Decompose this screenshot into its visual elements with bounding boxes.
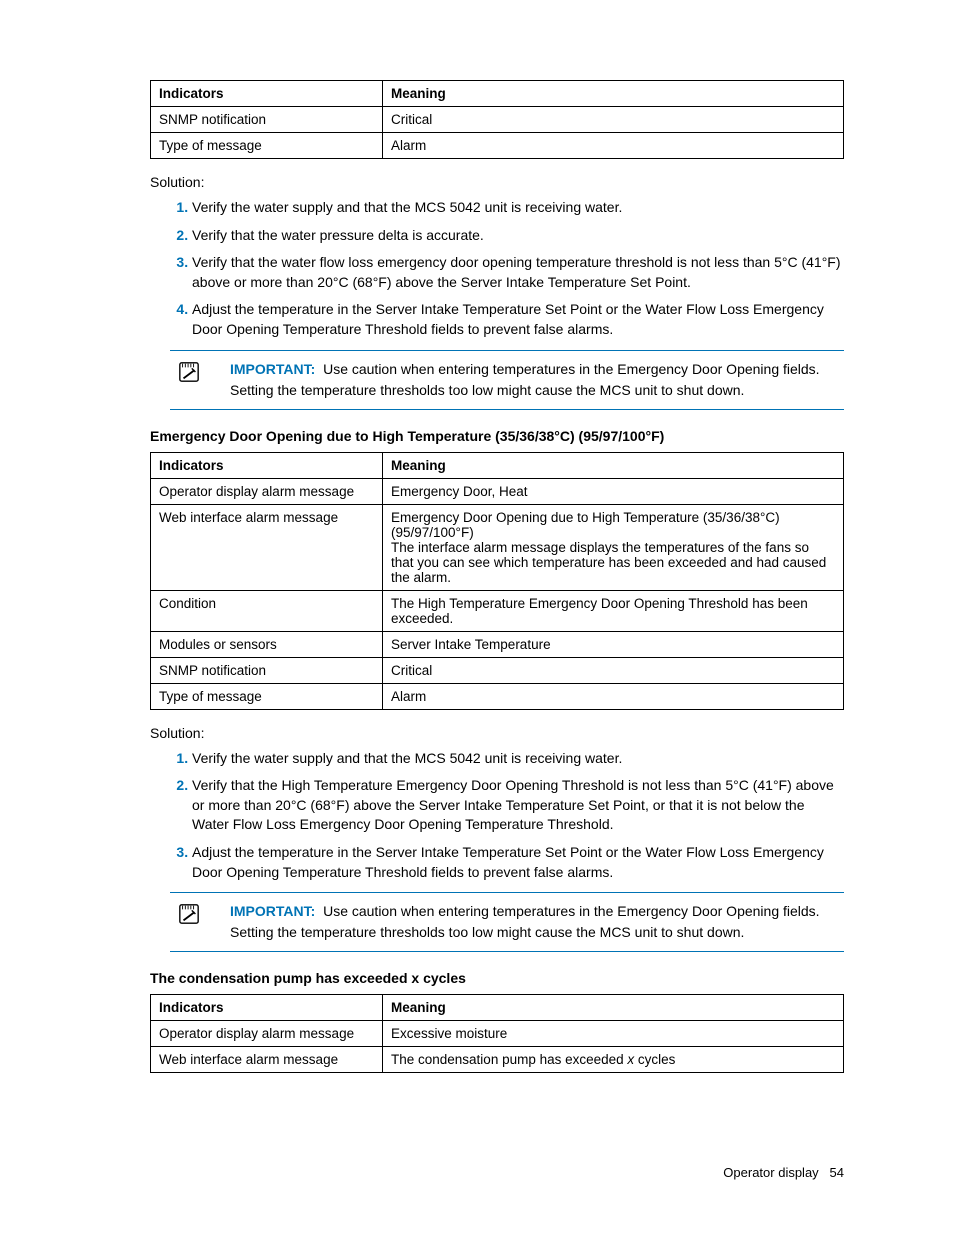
cell: Alarm	[383, 133, 844, 159]
list-item: Verify that the water flow loss emergenc…	[192, 253, 844, 292]
solution-label: Solution:	[150, 725, 844, 741]
list-item: Verify the water supply and that the MCS…	[192, 749, 844, 769]
cell: Operator display alarm message	[151, 478, 383, 504]
table-header-meaning: Meaning	[383, 452, 844, 478]
cell: Alarm	[383, 683, 844, 709]
important-label: IMPORTANT:	[230, 903, 315, 919]
page-content: Indicators Meaning SNMP notification Cri…	[0, 0, 954, 1235]
table-indicators-3: Indicators Meaning Operator display alar…	[150, 994, 844, 1073]
table-row: SNMP notification Critical	[151, 107, 844, 133]
table-indicators-2: Indicators Meaning Operator display alar…	[150, 452, 844, 710]
important-note-2: IMPORTANT: Use caution when entering tem…	[170, 892, 844, 952]
table-row: SNMP notification Critical	[151, 657, 844, 683]
cell: Excessive moisture	[383, 1021, 844, 1047]
cell: Type of message	[151, 683, 383, 709]
page-footer: Operator display 54	[723, 1165, 844, 1180]
table-row: Type of message Alarm	[151, 683, 844, 709]
list-item: Adjust the temperature in the Server Int…	[192, 843, 844, 882]
footer-section: Operator display	[723, 1165, 818, 1180]
note-text: IMPORTANT: Use caution when entering tem…	[230, 359, 844, 401]
cell: Critical	[383, 657, 844, 683]
cell: Operator display alarm message	[151, 1021, 383, 1047]
table-header-indicators: Indicators	[151, 81, 383, 107]
table-row: Operator display alarm message Excessive…	[151, 1021, 844, 1047]
cell: Critical	[383, 107, 844, 133]
cell: Server Intake Temperature	[383, 631, 844, 657]
table-row: Modules or sensors Server Intake Tempera…	[151, 631, 844, 657]
section-heading-emergency-door: Emergency Door Opening due to High Tempe…	[150, 428, 844, 444]
table-row: Operator display alarm message Emergency…	[151, 478, 844, 504]
table-row: Type of message Alarm	[151, 133, 844, 159]
cell: Web interface alarm message	[151, 504, 383, 590]
table-indicators-1: Indicators Meaning SNMP notification Cri…	[150, 80, 844, 159]
note-body: Use caution when entering temperatures i…	[230, 903, 820, 940]
note-icon	[178, 361, 200, 383]
cell: Emergency Door Opening due to High Tempe…	[383, 504, 844, 590]
table-header-meaning: Meaning	[383, 995, 844, 1021]
important-label: IMPORTANT:	[230, 361, 315, 377]
table-header-indicators: Indicators	[151, 995, 383, 1021]
list-item: Verify that the water pressure delta is …	[192, 226, 844, 246]
note-text: IMPORTANT: Use caution when entering tem…	[230, 901, 844, 943]
cell: Type of message	[151, 133, 383, 159]
solution-label: Solution:	[150, 174, 844, 190]
solution-list-1: Verify the water supply and that the MCS…	[150, 198, 844, 340]
solution-list-2: Verify the water supply and that the MCS…	[150, 749, 844, 883]
important-note-1: IMPORTANT: Use caution when entering tem…	[170, 350, 844, 410]
cell: The condensation pump has exceeded x cyc…	[383, 1047, 844, 1073]
list-item: Verify the water supply and that the MCS…	[192, 198, 844, 218]
cell: Web interface alarm message	[151, 1047, 383, 1073]
list-item: Adjust the temperature in the Server Int…	[192, 300, 844, 339]
table-row: Condition The High Temperature Emergency…	[151, 590, 844, 631]
cell: The High Temperature Emergency Door Open…	[383, 590, 844, 631]
cell: Condition	[151, 590, 383, 631]
cell: Modules or sensors	[151, 631, 383, 657]
table-row: Web interface alarm message Emergency Do…	[151, 504, 844, 590]
footer-page-number: 54	[830, 1165, 844, 1180]
section-heading-condensation: The condensation pump has exceeded x cyc…	[150, 970, 844, 986]
cell: SNMP notification	[151, 107, 383, 133]
list-item: Verify that the High Temperature Emergen…	[192, 776, 844, 835]
cell: SNMP notification	[151, 657, 383, 683]
table-header-indicators: Indicators	[151, 452, 383, 478]
table-row: Web interface alarm message The condensa…	[151, 1047, 844, 1073]
note-icon	[178, 903, 200, 925]
table-header-meaning: Meaning	[383, 81, 844, 107]
cell: Emergency Door, Heat	[383, 478, 844, 504]
note-body: Use caution when entering temperatures i…	[230, 361, 820, 398]
